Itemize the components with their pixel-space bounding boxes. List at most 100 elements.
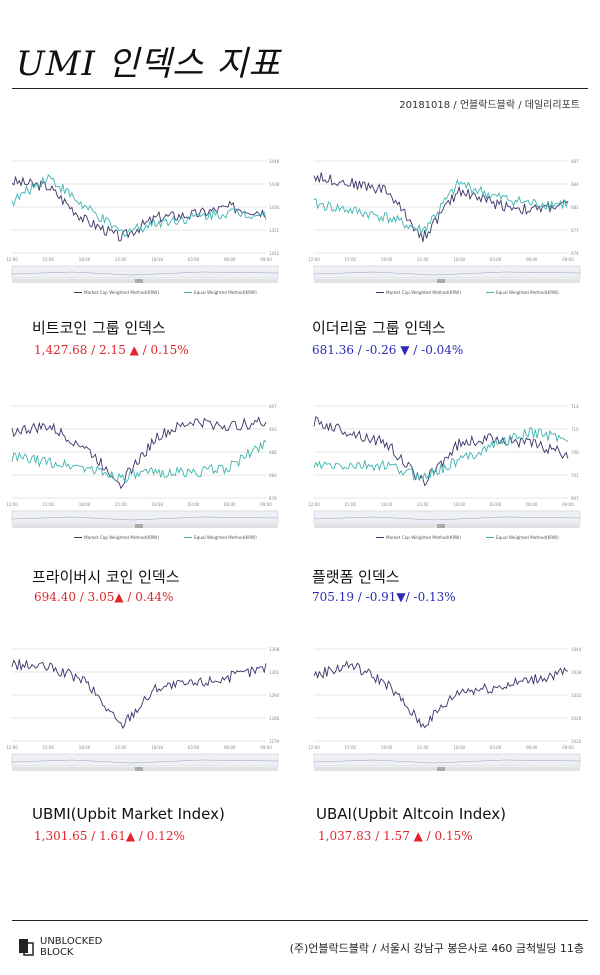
x-tick-label: 03:00	[490, 502, 502, 507]
y-tick-label: 1279	[269, 739, 280, 744]
series-line	[313, 427, 569, 481]
navigator-window	[11, 753, 279, 767]
y-tick-label: 687	[571, 159, 579, 164]
y-tick-label: 1421	[269, 228, 280, 233]
x-tick-label: 18:00	[79, 502, 91, 507]
chart-ethereum-group: 687 684 681 677 674 12:00 15:00 18:00 21:00 10/18…	[306, 155, 588, 305]
y-tick-label: 684	[571, 182, 579, 187]
index-value: 1,301.65 / 1.61▲ / 0.12%	[34, 829, 185, 843]
x-tick-label: 15:00	[43, 502, 55, 507]
footer-divider	[12, 920, 588, 921]
legend-label: Market Cap Weighted Method(KRW)	[84, 535, 159, 540]
navigator-scrollbar	[12, 279, 278, 283]
scrollbar-thumb	[135, 767, 143, 771]
y-tick-label: 684	[269, 473, 277, 478]
x-tick-label: 21:00	[115, 257, 127, 262]
x-tick-label: 10/18	[151, 502, 163, 507]
x-tick-label: 03:00	[490, 257, 502, 262]
x-tick-label: 21:00	[417, 257, 429, 262]
y-tick-label: 697	[571, 496, 579, 501]
x-tick-label: 12:00	[6, 502, 18, 507]
y-tick-label: 1301	[269, 670, 280, 675]
index-value: 1,427.68 / 2.15 ▲ / 0.15%	[34, 343, 189, 357]
navigator-line	[313, 516, 581, 521]
x-tick-label: 10/18	[453, 745, 465, 750]
x-tick-label: 15:00	[345, 257, 357, 262]
report-subline: 20181018 / 언블락드블락 / 데일리리포트	[399, 100, 580, 111]
x-tick-label: 10/18	[151, 257, 163, 262]
series-line	[313, 416, 569, 487]
series-line	[11, 174, 267, 238]
y-tick-label: 1020	[571, 739, 582, 744]
navigator-scrollbar	[12, 767, 278, 771]
y-tick-label: 1032	[571, 693, 582, 698]
y-tick-label: 1026	[571, 716, 582, 721]
x-tick-label: 15:00	[43, 745, 55, 750]
logo-text: UNBLOCKED BLOCK	[40, 936, 103, 958]
x-tick-label: 06:00	[526, 745, 538, 750]
navigator-window	[313, 265, 581, 279]
x-tick-label: 09:00	[562, 502, 574, 507]
chart-bitcoin-group: 1448 1439 1430 1421 1412 12:00 15:00 18:00 21:00…	[4, 155, 286, 305]
y-tick-label: 674	[571, 251, 579, 256]
y-tick-label: 677	[571, 228, 579, 233]
index-name: UBAI(Upbit Altcoin Index)	[316, 805, 506, 823]
legend-label: Equal Weighted Method(KRW)	[194, 535, 257, 540]
y-tick-label: 701	[571, 473, 579, 478]
x-tick-label: 03:00	[188, 502, 200, 507]
scrollbar-thumb	[135, 524, 143, 528]
navigator-window	[313, 510, 581, 524]
y-tick-label: 1439	[269, 182, 280, 187]
x-tick-label: 15:00	[345, 745, 357, 750]
x-tick-label: 06:00	[526, 257, 538, 262]
x-tick-label: 09:00	[562, 745, 574, 750]
x-tick-label: 03:00	[188, 257, 200, 262]
index-value: 681.36 / -0.26 ▼ / -0.04%	[312, 343, 464, 357]
series-line	[11, 416, 267, 490]
scrollbar-thumb	[437, 279, 445, 283]
x-tick-label: 06:00	[224, 257, 236, 262]
chart-svg: 697 693 688 684 679 12:00 15:00 18:00 21:00 10/18…	[4, 400, 286, 550]
x-tick-label: 09:00	[562, 257, 574, 262]
y-tick-label: 1286	[269, 716, 280, 721]
x-tick-label: 18:00	[381, 502, 393, 507]
page-title: UMI 인덱스 지표	[16, 44, 281, 84]
x-tick-label: 12:00	[6, 257, 18, 262]
legend-label: Market Cap Weighted Method(KRW)	[386, 535, 461, 540]
navigator-line	[11, 759, 279, 764]
y-tick-label: 710	[571, 427, 579, 432]
y-tick-label: 1044	[571, 647, 582, 652]
navigator-line	[313, 759, 581, 764]
y-tick-label: 706	[571, 450, 579, 455]
navigator-line	[11, 271, 279, 276]
y-tick-label: 1448	[269, 159, 280, 164]
navigator-scrollbar	[314, 524, 580, 528]
y-tick-label: 688	[269, 450, 277, 455]
x-tick-label: 10/18	[151, 745, 163, 750]
x-tick-label: 21:00	[115, 745, 127, 750]
legend-label: Market Cap Weighted Method(KRW)	[386, 290, 461, 295]
x-tick-label: 21:00	[115, 502, 127, 507]
chart-ubmi: 1308 1301 1294 1286 1279 12:00 15:00 18:00 21:00…	[4, 643, 286, 793]
x-tick-label: 12:00	[308, 257, 320, 262]
chart-svg: 1448 1439 1430 1421 1412 12:00 15:00 18:00 21:00…	[4, 155, 286, 305]
y-tick-label: 1430	[269, 205, 280, 210]
navigator-window	[313, 753, 581, 767]
series-line	[11, 659, 267, 729]
logo-icon	[19, 939, 34, 956]
navigator-line	[11, 516, 279, 521]
x-tick-label: 18:00	[381, 257, 393, 262]
legend-label: Equal Weighted Method(KRW)	[194, 290, 257, 295]
company-address: (주)언블락드블락 / 서울시 강남구 봉은사로 460 금척빌딩 11층	[289, 942, 584, 955]
chart-svg: 1308 1301 1294 1286 1279 12:00 15:00 18:00 21:00…	[4, 643, 286, 793]
index-value: 694.40 / 3.05▲ / 0.44%	[34, 590, 174, 604]
chart-svg: 714 710 706 701 697 12:00 15:00 18:00 21:00 10/18…	[306, 400, 588, 550]
navigator-scrollbar	[314, 767, 580, 771]
x-tick-label: 12:00	[308, 502, 320, 507]
x-tick-label: 10/18	[453, 257, 465, 262]
x-tick-label: 21:00	[417, 502, 429, 507]
chart-svg: 1044 1038 1032 1026 1020 12:00 15:00 18:00 21:00…	[306, 643, 588, 793]
navigator-window	[11, 265, 279, 279]
chart-platform: 714 710 706 701 697 12:00 15:00 18:00 21:00 10/18…	[306, 400, 588, 550]
y-tick-label: 681	[571, 205, 579, 210]
